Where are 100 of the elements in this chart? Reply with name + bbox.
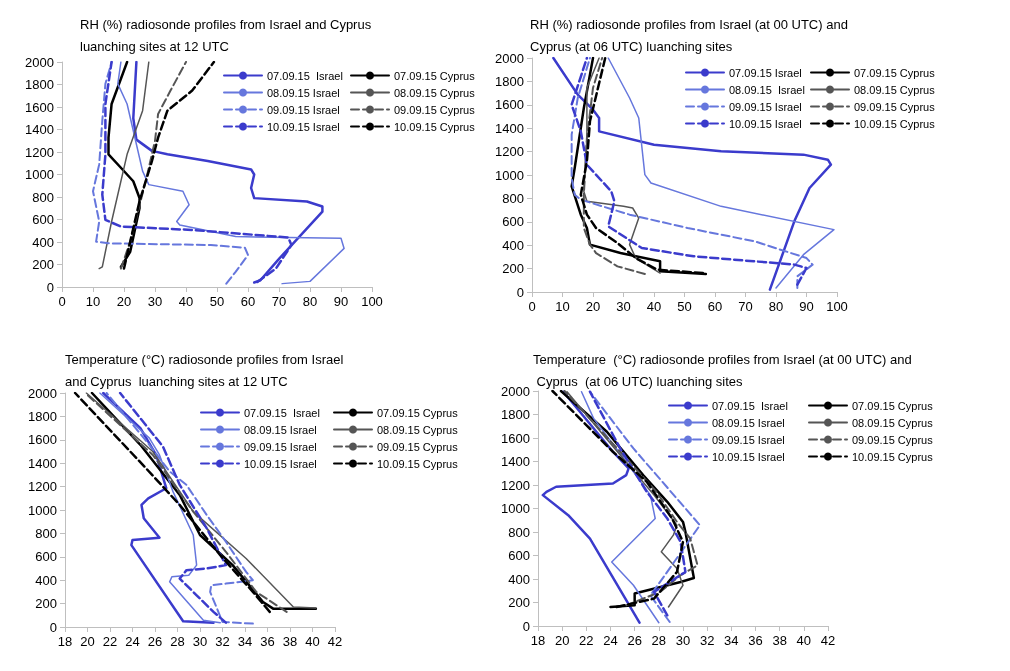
y-tick-label: 800 <box>32 189 54 205</box>
x-tick-label: 18 <box>530 633 546 648</box>
y-tick-label: 800 <box>35 525 57 541</box>
y-tick-label: 1600 <box>28 432 57 448</box>
line-series <box>588 390 687 617</box>
legend-label: 08.09.15 Israel <box>244 423 317 436</box>
y-tick-label: 1400 <box>25 122 54 137</box>
x-tick-label: 32 <box>699 633 715 648</box>
y-tick-label: 800 <box>502 190 524 206</box>
legend-label: 07.09.15 Israel <box>244 406 320 419</box>
chart-title: Temperature (°C) radiosonde profiles from Israel (at 00 UTC) and Cyprus (at 06 UTC) luanching sites <box>533 351 912 389</box>
x-tick-label: 38 <box>772 633 787 648</box>
line-series <box>119 61 187 270</box>
x-tick-label: 40 <box>305 634 320 649</box>
legend-label: 08.09.15 Cyprus <box>377 423 459 436</box>
legend-label: 08.09.15 Cyprus <box>854 83 936 96</box>
y-tick-label: 2000 <box>501 383 530 399</box>
legend-label: 08.09.15 Israel <box>267 86 340 99</box>
x-tick-label: 22 <box>579 633 594 648</box>
y-tick-label: 1800 <box>28 408 57 424</box>
line-series <box>117 61 345 285</box>
legend-label: 09.09.15 Cyprus <box>377 440 459 453</box>
x-tick-label: 42 <box>820 633 836 648</box>
legend-label: 09.09.15 Israel <box>729 100 802 113</box>
y-tick-label: 1000 <box>501 501 530 516</box>
legend-label: 08.09.15 Cyprus <box>394 86 476 99</box>
legend-label: 07.09.15 Israel <box>729 66 802 79</box>
y-tick-label: 1800 <box>25 77 54 92</box>
legend-label: 07.09.15 Cyprus <box>394 69 476 82</box>
x-tick-label: 28 <box>651 633 667 648</box>
legend-label: 10.09.15 Israel <box>729 117 802 130</box>
x-tick-label: 70 <box>271 294 287 309</box>
x-tick-label: 20 <box>585 299 601 314</box>
y-tick-label: 1000 <box>28 502 57 518</box>
y-tick-label: 600 <box>32 212 54 227</box>
x-tick-label: 34 <box>724 633 739 648</box>
x-tick-label: 10 <box>85 294 101 309</box>
legend-label: 09.09.15 Israel <box>712 433 785 446</box>
y-tick-label: 1200 <box>501 477 530 493</box>
x-tick-label: 38 <box>282 634 298 649</box>
x-tick-label: 20 <box>116 294 132 309</box>
x-tick-label: 34 <box>237 634 253 649</box>
legend-label: 10.09.15 Cyprus <box>377 457 459 470</box>
x-tick-label: 42 <box>327 634 343 649</box>
y-tick-label: 1200 <box>25 144 54 160</box>
x-tick-label: 80 <box>302 294 318 309</box>
y-tick-label: 400 <box>508 571 530 587</box>
y-tick-label: 1400 <box>501 454 530 469</box>
x-tick-label: 22 <box>102 634 118 649</box>
y-tick-label: 1600 <box>495 97 524 113</box>
x-tick-label: 80 <box>768 299 784 314</box>
y-tick-label: 1000 <box>495 167 524 183</box>
x-tick-label: 90 <box>799 299 814 314</box>
legend-label: 07.09.15 Israel <box>267 69 343 82</box>
chart-title: RH (%) radiosonde profiles from Israel and Cyprus luanching sites at 12 UTC <box>80 16 375 54</box>
x-tick-label: 18 <box>57 634 73 649</box>
y-tick-label: 0 <box>46 279 54 295</box>
legend-label: 09.09.15 Cyprus <box>852 433 934 446</box>
y-tick-label: 600 <box>508 548 530 563</box>
x-tick-label: 50 <box>209 294 225 309</box>
legend-label: 10.09.15 Israel <box>244 457 317 470</box>
x-tick-label: 10 <box>555 299 570 314</box>
x-tick-label: 20 <box>554 633 570 648</box>
line-series <box>118 391 228 624</box>
x-tick-label: 30 <box>616 299 631 314</box>
y-tick-label: 400 <box>35 572 57 588</box>
y-tick-label: 2000 <box>28 385 57 401</box>
y-tick-label: 1400 <box>28 455 57 471</box>
x-tick-label: 60 <box>240 294 256 309</box>
x-tick-label: 36 <box>260 634 275 649</box>
x-tick-label: 30 <box>192 634 208 649</box>
legend-label: 09.09.15 Israel <box>244 440 317 453</box>
x-tick-label: 70 <box>738 299 753 314</box>
y-tick-label: 400 <box>32 234 54 250</box>
chart-title: Temperature (°C) radiosonde profiles from Israel and Cyprus luanching sites at 12 UTC <box>65 351 347 389</box>
x-tick-label: 24 <box>125 634 140 649</box>
legend-label: 10.09.15 Israel <box>267 120 340 133</box>
x-tick-label: 36 <box>748 633 763 648</box>
legend-label: 07.09.15 Cyprus <box>852 399 934 412</box>
y-tick-label: 200 <box>32 257 54 272</box>
y-tick-label: 1800 <box>495 73 524 89</box>
y-tick-label: 1000 <box>25 167 54 182</box>
x-tick-label: 40 <box>796 633 812 648</box>
x-tick-label: 100 <box>826 299 848 314</box>
y-tick-label: 0 <box>522 618 530 634</box>
y-tick-label: 1600 <box>25 99 54 115</box>
x-tick-label: 26 <box>147 634 163 649</box>
x-tick-label: 60 <box>707 299 723 314</box>
y-tick-label: 600 <box>502 214 524 230</box>
x-tick-label: 30 <box>147 294 163 309</box>
legend-label: 09.09.15 Cyprus <box>854 100 936 113</box>
y-tick-label: 2000 <box>495 50 524 66</box>
y-tick-label: 400 <box>502 237 524 253</box>
legend-label: 10.09.15 Cyprus <box>394 120 476 133</box>
y-tick-label: 600 <box>35 549 57 565</box>
legend-label: 09.09.15 Cyprus <box>394 103 476 116</box>
x-tick-label: 90 <box>333 294 349 309</box>
y-tick-label: 1200 <box>495 144 524 160</box>
x-tick-label: 20 <box>80 634 95 649</box>
x-tick-label: 50 <box>677 299 692 314</box>
